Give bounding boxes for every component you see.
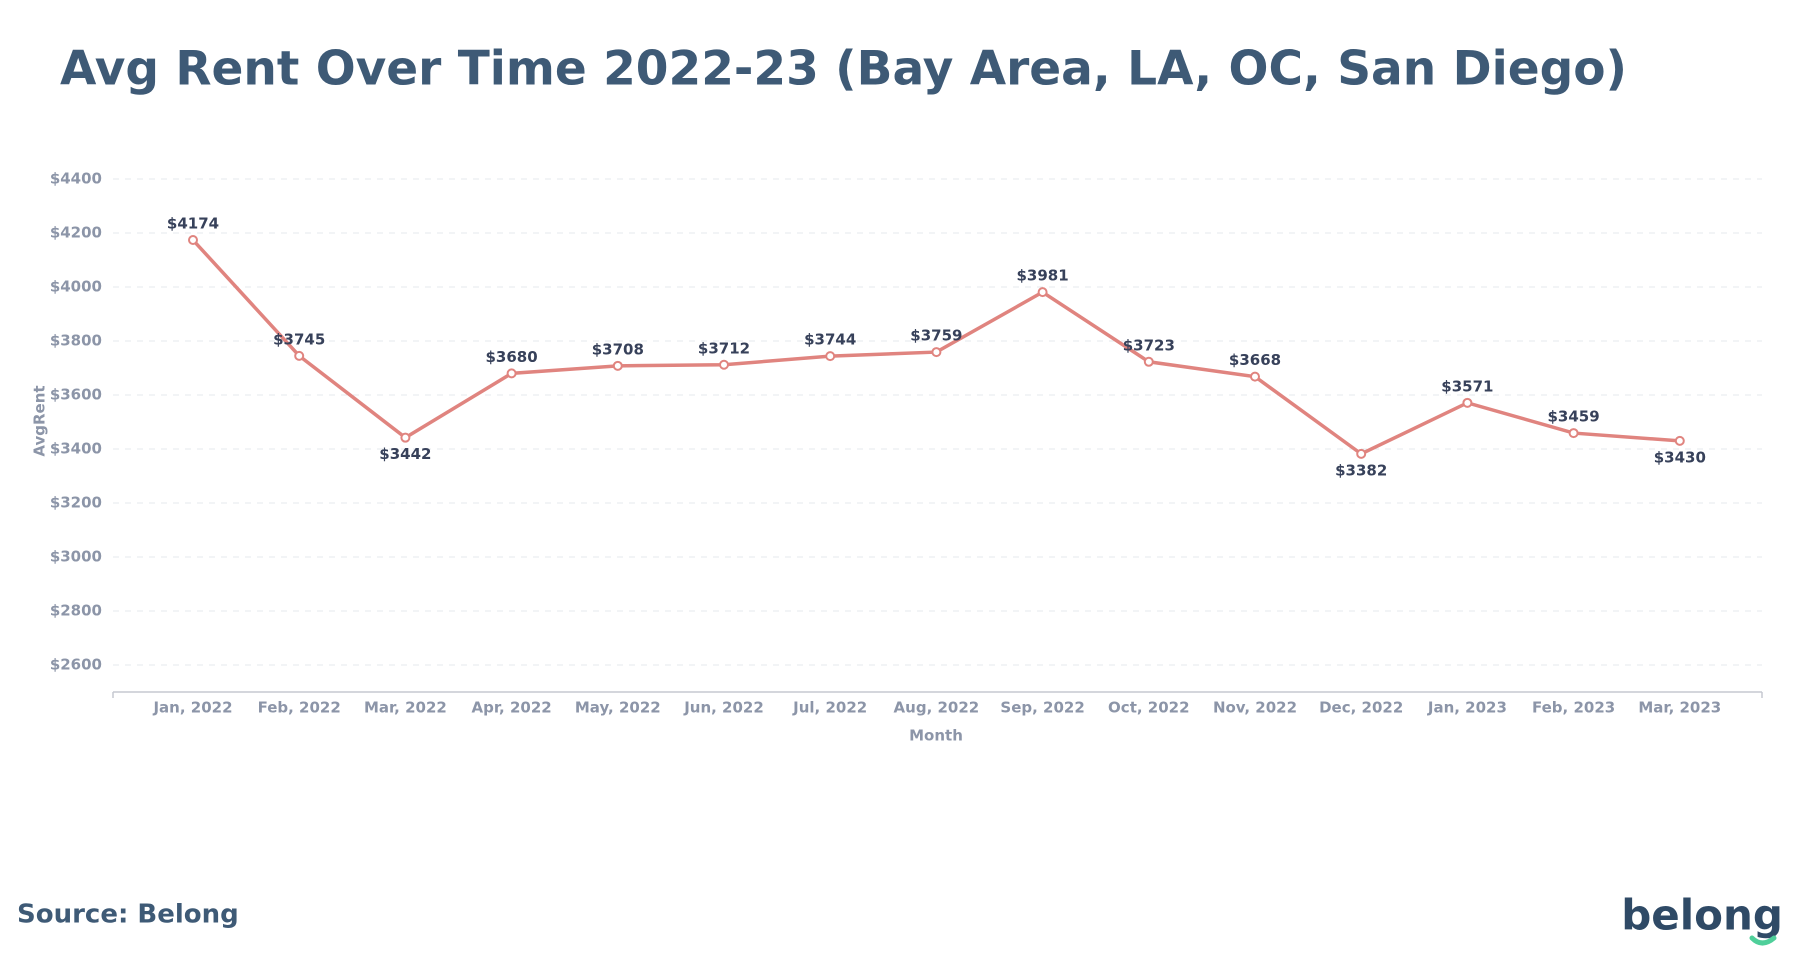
- logo: belong: [1621, 891, 1783, 940]
- x-tick-label: Jun, 2022: [683, 699, 764, 717]
- point: [931, 347, 942, 358]
- x-tick-label: Sep, 2022: [1000, 699, 1084, 717]
- x-tick-label: Feb, 2022: [258, 699, 341, 717]
- line: [191, 238, 1680, 456]
- value-label: $3680: [486, 348, 538, 366]
- y-tick-label: $3200: [50, 494, 102, 512]
- x-tick-label: Aug, 2022: [894, 699, 980, 717]
- y-axis-label: AvgRent: [31, 385, 49, 456]
- chart-title: Avg Rent Over Time 2022-23 (Bay Area, LA…: [60, 42, 1627, 97]
- y-tick-label: $3000: [50, 548, 102, 566]
- y-tick-label: $4000: [50, 278, 102, 296]
- x-tick-label: Jan, 2022: [152, 699, 232, 717]
- point: [825, 351, 836, 362]
- point: [1037, 287, 1048, 298]
- point: [1568, 428, 1579, 439]
- value-label: $3382: [1335, 461, 1387, 479]
- x-tick-label: Apr, 2022: [471, 699, 551, 717]
- x-tick-label: Jul, 2022: [792, 699, 867, 717]
- value-label: $3981: [1017, 267, 1069, 285]
- x-tick-label: Mar, 2023: [1638, 699, 1721, 717]
- point: [1250, 371, 1260, 382]
- point: [1356, 448, 1367, 459]
- value-label: $3723: [1123, 336, 1175, 354]
- y-tick-label: $2600: [50, 656, 102, 674]
- x-tick-label: Jan, 2023: [1427, 699, 1507, 717]
- point: [1143, 356, 1154, 367]
- value-label: $3712: [698, 339, 750, 357]
- value-label: $3571: [1441, 377, 1493, 395]
- point: [719, 359, 729, 370]
- y-tick-label: $4400: [50, 170, 102, 188]
- y-tick-label: $3600: [50, 386, 102, 404]
- x-tick-label: Oct, 2022: [1108, 699, 1189, 717]
- value-label: $3459: [1548, 408, 1600, 426]
- value-label: $3430: [1654, 448, 1706, 466]
- x-tick-label: Dec, 2022: [1319, 699, 1403, 717]
- point: [1462, 397, 1473, 408]
- x-axis-label: Month: [909, 727, 963, 745]
- x-tick-label: Mar, 2022: [364, 699, 447, 717]
- point: [612, 360, 623, 371]
- source: Source: Belong: [17, 900, 239, 930]
- value-label: $4174: [167, 215, 219, 233]
- logo-smile: [1749, 935, 1777, 946]
- x-tick-label: May, 2022: [575, 699, 661, 717]
- point: [400, 432, 411, 443]
- y-tick-label: $4200: [50, 224, 102, 242]
- x-tick-label: Nov, 2022: [1213, 699, 1297, 717]
- value-label: $3708: [592, 340, 644, 358]
- y-tick-label: $3800: [50, 332, 102, 350]
- y-tick-label: $2800: [50, 602, 102, 620]
- point: [1674, 435, 1685, 446]
- point: [294, 350, 305, 361]
- point: [506, 368, 517, 379]
- x-tick-label: Feb, 2023: [1532, 699, 1615, 717]
- value-label: $3744: [804, 331, 856, 349]
- value-label: $3442: [379, 445, 431, 463]
- y-tick-label: $3400: [50, 440, 102, 458]
- value-label: $3668: [1229, 351, 1281, 369]
- point: [188, 235, 198, 246]
- value-label: $3759: [910, 327, 962, 345]
- value-label: $3745: [273, 330, 325, 348]
